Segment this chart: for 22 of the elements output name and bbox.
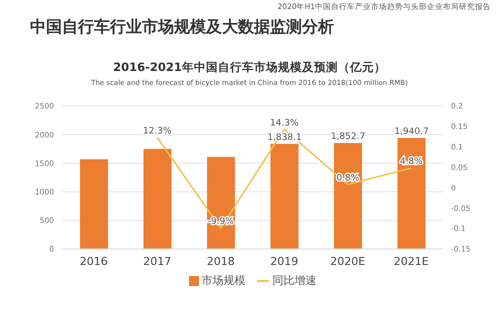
x-tick-label: 2017: [143, 254, 172, 268]
bar: [144, 148, 172, 249]
bar: [270, 144, 298, 249]
x-tick-label: 2019: [270, 254, 298, 268]
x-tick-label: 2016: [80, 254, 108, 268]
x-tick-label: 2020E: [330, 254, 366, 268]
bar: [398, 138, 426, 249]
bar: [334, 143, 362, 249]
data-label: 1,852.7: [330, 132, 366, 142]
bar: [80, 159, 108, 249]
legend-label: 同比增速: [272, 273, 316, 288]
data-label: 0.8%: [336, 173, 360, 184]
x-tick-label: 2018: [206, 254, 235, 268]
data-label: 14.3%: [270, 118, 299, 128]
data-label: 12.3%: [142, 126, 172, 136]
legend-label: 市场规模: [200, 273, 246, 288]
data-label: 4.8%: [400, 157, 424, 168]
text: 中国自行车行业市场规模及大数据监测分析: [30, 17, 334, 38]
chart-title: 2016-2021年中国自行车市场规模及预测（亿元）: [112, 60, 387, 75]
data-label: 1,940.7: [394, 126, 429, 137]
x-tick-label: 2021E: [394, 254, 429, 268]
data-label: -9.9%: [208, 217, 234, 228]
